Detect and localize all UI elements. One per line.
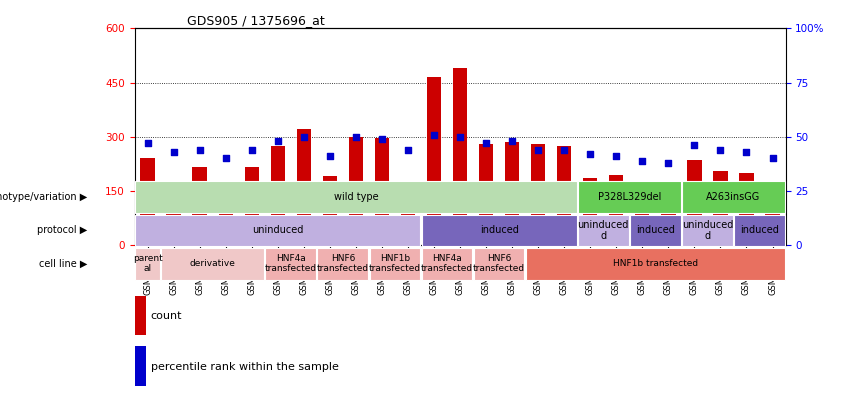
Point xyxy=(635,157,649,164)
Bar xyxy=(557,146,571,245)
Bar xyxy=(740,173,753,245)
Bar xyxy=(453,68,467,245)
Point xyxy=(661,160,675,166)
Text: P328L329del: P328L329del xyxy=(597,192,661,202)
Bar xyxy=(734,215,785,246)
Point xyxy=(531,147,545,153)
Bar xyxy=(167,182,181,245)
Bar xyxy=(766,189,779,245)
Bar xyxy=(135,181,576,213)
Bar xyxy=(427,77,441,245)
Bar xyxy=(661,189,675,245)
Point xyxy=(401,147,415,153)
Bar xyxy=(687,160,701,245)
Point xyxy=(167,149,181,155)
Bar xyxy=(271,146,285,245)
Point xyxy=(323,153,337,160)
Bar xyxy=(682,181,785,213)
Bar xyxy=(135,248,160,279)
Bar xyxy=(323,177,337,245)
Bar xyxy=(713,171,727,245)
Bar xyxy=(297,130,311,245)
Point xyxy=(740,149,753,155)
Bar xyxy=(635,182,649,245)
Text: count: count xyxy=(151,311,182,321)
Text: HNF1b
transfected: HNF1b transfected xyxy=(369,254,421,273)
Bar xyxy=(135,215,420,246)
Text: cell line ▶: cell line ▶ xyxy=(39,259,88,269)
Text: protocol ▶: protocol ▶ xyxy=(37,226,88,235)
Text: HNF4a
transfected: HNF4a transfected xyxy=(421,254,473,273)
Text: HNF1b transfected: HNF1b transfected xyxy=(613,259,698,268)
Bar xyxy=(505,142,519,245)
Bar xyxy=(349,136,363,245)
Text: wild type: wild type xyxy=(333,192,378,202)
Text: uninduced
d: uninduced d xyxy=(577,220,629,241)
Point xyxy=(193,147,207,153)
Point xyxy=(349,133,363,140)
Bar xyxy=(422,248,472,279)
Bar xyxy=(245,167,259,245)
Bar xyxy=(630,215,681,246)
Bar xyxy=(531,144,545,245)
Bar xyxy=(375,139,389,245)
Point xyxy=(505,138,519,144)
Bar xyxy=(583,178,597,245)
Bar xyxy=(609,175,623,245)
Bar xyxy=(161,248,264,279)
Text: genotype/variation ▶: genotype/variation ▶ xyxy=(0,192,88,202)
Bar xyxy=(370,248,420,279)
Point xyxy=(245,147,259,153)
Point xyxy=(766,155,779,162)
Point xyxy=(557,147,571,153)
Point xyxy=(713,147,727,153)
Point xyxy=(687,142,701,149)
Text: uninduced: uninduced xyxy=(252,226,304,235)
Point xyxy=(453,133,467,140)
Point xyxy=(219,155,233,162)
Text: derivative: derivative xyxy=(190,259,235,268)
Text: percentile rank within the sample: percentile rank within the sample xyxy=(151,362,339,371)
Bar xyxy=(219,183,233,245)
Point xyxy=(271,138,285,144)
Text: HNF6
transfected: HNF6 transfected xyxy=(317,254,369,273)
Bar xyxy=(474,248,524,279)
Text: GDS905 / 1375696_at: GDS905 / 1375696_at xyxy=(187,14,325,27)
Bar xyxy=(266,248,316,279)
Text: A263insGG: A263insGG xyxy=(707,192,760,202)
Point xyxy=(297,133,311,140)
Text: uninduced
d: uninduced d xyxy=(681,220,733,241)
Bar xyxy=(401,182,415,245)
Bar xyxy=(141,158,155,245)
Bar xyxy=(135,346,146,386)
Bar xyxy=(422,215,576,246)
Text: induced: induced xyxy=(636,226,674,235)
Bar xyxy=(682,215,733,246)
Point xyxy=(427,131,441,138)
Bar xyxy=(578,181,681,213)
Text: HNF4a
transfected: HNF4a transfected xyxy=(265,254,317,273)
Point xyxy=(375,136,389,142)
Text: induced: induced xyxy=(740,226,779,235)
Text: parent
al: parent al xyxy=(133,254,162,273)
Bar xyxy=(526,248,785,279)
Bar xyxy=(479,144,493,245)
Point xyxy=(609,153,623,160)
Bar xyxy=(318,248,368,279)
Point xyxy=(141,140,155,147)
Bar xyxy=(578,215,628,246)
Point xyxy=(583,151,597,157)
Point xyxy=(479,140,493,147)
Bar xyxy=(193,167,207,245)
Text: induced: induced xyxy=(480,226,518,235)
Bar xyxy=(135,296,146,335)
Text: HNF6
transfected: HNF6 transfected xyxy=(473,254,525,273)
